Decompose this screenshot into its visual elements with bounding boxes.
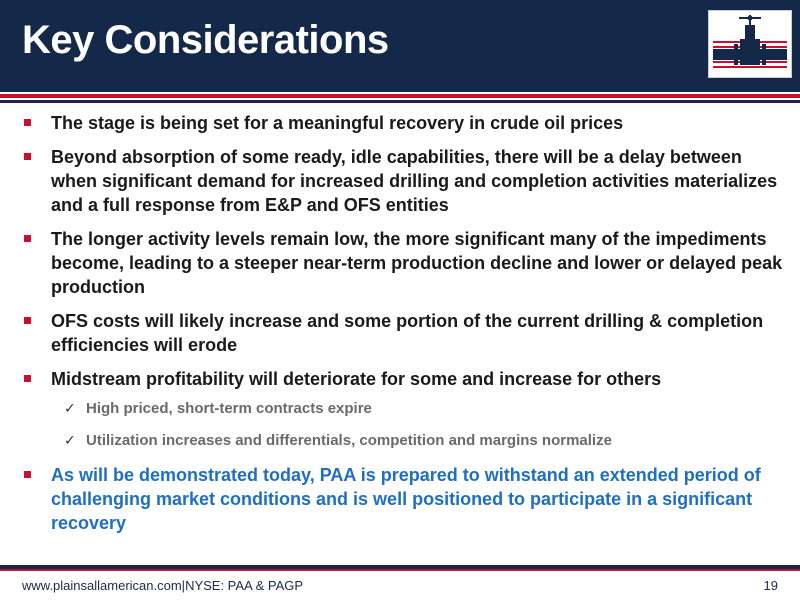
checkmark-icon: ✓ xyxy=(64,401,76,417)
slide-header: Key Considerations xyxy=(0,0,800,92)
square-bullet-icon xyxy=(24,119,31,126)
bullet-item-highlight: As will be demonstrated today, PAA is pr… xyxy=(22,463,792,535)
bullet-text: Midstream profitability will deteriorate… xyxy=(51,369,662,389)
footer-separator: | xyxy=(181,578,186,593)
square-bullet-icon xyxy=(24,153,31,160)
bullet-text: The longer activity levels remain low, t… xyxy=(51,229,783,297)
company-logo xyxy=(708,10,792,78)
bullet-text: OFS costs will likely increase and some … xyxy=(51,311,764,355)
footer-tickers: NYSE: PAA & PAGP xyxy=(185,578,304,593)
bullet-item: The stage is being set for a meaningful … xyxy=(22,111,792,135)
sub-bullet-text: Utilization increases and differentials,… xyxy=(86,432,612,449)
bullet-item: The longer activity levels remain low, t… xyxy=(22,227,792,299)
footer-info: www.plainsallamerican.com|NYSE: PAA & PA… xyxy=(22,578,303,593)
header-rule-gap xyxy=(0,98,800,100)
bullet-list: The stage is being set for a meaningful … xyxy=(22,111,792,545)
header-navy-rule xyxy=(0,100,800,103)
square-bullet-icon xyxy=(24,375,31,382)
bullet-item: Midstream profitability will deteriorate… xyxy=(22,367,792,391)
bullet-text: As will be demonstrated today, PAA is pr… xyxy=(51,465,761,533)
plains-valve-logo-icon xyxy=(713,15,787,68)
square-bullet-icon xyxy=(24,235,31,242)
slide-title: Key Considerations xyxy=(22,18,389,62)
sub-bullet-item: ✓ Utilization increases and differential… xyxy=(22,431,792,451)
square-bullet-icon xyxy=(24,317,31,324)
footer-red-rule xyxy=(0,569,800,571)
header-red-rule xyxy=(0,94,800,98)
checkmark-icon: ✓ xyxy=(64,433,76,449)
square-bullet-icon xyxy=(24,471,31,478)
sub-bullet-text: High priced, short-term contracts expire xyxy=(86,400,372,417)
bullet-text: The stage is being set for a meaningful … xyxy=(51,113,624,133)
page-number: 19 xyxy=(763,578,778,593)
sub-bullet-item: ✓ High priced, short-term contracts expi… xyxy=(22,399,792,419)
bullet-item: OFS costs will likely increase and some … xyxy=(22,309,792,357)
footer-navy-rule xyxy=(0,565,800,569)
footer-website: www.plainsallamerican.com xyxy=(22,578,182,593)
bullet-item: Beyond absorption of some ready, idle ca… xyxy=(22,145,792,217)
bullet-text: Beyond absorption of some ready, idle ca… xyxy=(51,147,778,215)
